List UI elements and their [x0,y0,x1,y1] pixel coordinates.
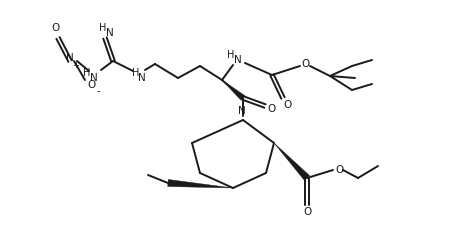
Text: H: H [99,23,107,33]
Text: -: - [96,86,100,96]
Text: N: N [106,28,114,38]
Text: O: O [335,165,343,175]
Text: H: H [83,68,91,78]
Text: O: O [302,59,310,69]
Text: O: O [51,23,59,33]
Text: O: O [267,104,275,114]
Polygon shape [168,179,233,188]
Text: O: O [303,207,311,217]
Text: N: N [234,55,242,65]
Text: N: N [90,73,98,83]
Polygon shape [222,80,245,100]
Polygon shape [274,143,309,180]
Text: H: H [132,68,140,78]
Text: N: N [66,53,74,63]
Text: +: + [73,60,79,69]
Text: O: O [283,100,291,110]
Text: H: H [227,50,235,60]
Text: N: N [138,73,146,83]
Text: O: O [87,80,95,90]
Text: N: N [238,106,246,116]
